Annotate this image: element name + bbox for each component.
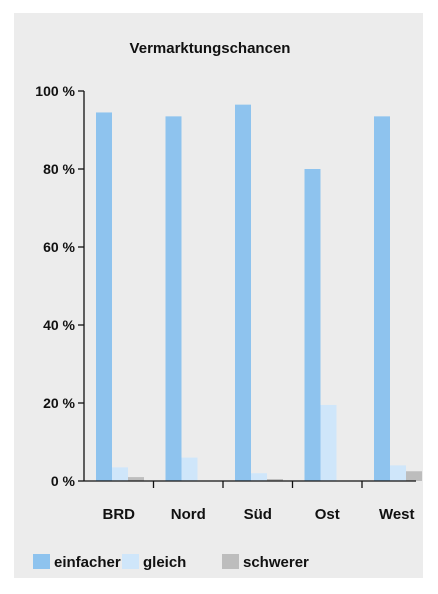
x-tick-label: Süd	[244, 506, 272, 523]
bar-gleich-Süd	[251, 473, 267, 481]
legend-swatch-schwerer	[222, 554, 239, 569]
bar-einfacher-Süd	[235, 104, 251, 482]
bar-chart: Vermarktungschancen 0 % 20 % 40 % 60 % 80 % 1…	[33, 40, 422, 571]
legend-label-einfacher: einfacher	[54, 554, 121, 571]
y-tick-label: 40 %	[43, 317, 75, 333]
y-tick-label: 100 %	[35, 83, 75, 99]
chart-title: Vermarktungschancen	[130, 40, 291, 57]
bar-schwerer-West	[406, 471, 422, 481]
bars	[96, 104, 422, 482]
y-tick-label: 20 %	[43, 395, 75, 411]
bar-einfacher-Nord	[165, 116, 182, 481]
y-tick-label: 0 %	[51, 473, 76, 489]
legend-swatch-einfacher	[33, 554, 50, 569]
chart-panel: Vermarktungschancen 0 % 20 % 40 % 60 % 80 % 1…	[14, 13, 423, 578]
x-tick-label: BRD	[103, 506, 136, 523]
y-tick-label: 60 %	[43, 239, 75, 255]
bar-einfacher-BRD	[96, 112, 112, 481]
bar-gleich-BRD	[112, 467, 128, 481]
bar-schwerer-BRD	[128, 477, 144, 481]
bar-einfacher-Ost	[304, 169, 321, 481]
y-axis: 0 % 20 % 40 % 60 % 80 % 100 %	[35, 83, 85, 489]
x-tick-label: Ost	[315, 506, 340, 523]
y-tick-label: 80 %	[43, 161, 75, 177]
bar-schwerer-Süd	[267, 479, 283, 481]
legend: einfacher gleich schwerer	[33, 554, 309, 571]
bar-gleich-Nord	[181, 457, 198, 481]
legend-swatch-gleich	[122, 554, 139, 569]
bar-gleich-Ost	[320, 404, 337, 481]
bar-gleich-West	[390, 465, 406, 481]
x-tick-label: West	[379, 506, 415, 523]
legend-label-schwerer: schwerer	[243, 554, 309, 571]
x-tick-label: Nord	[171, 506, 206, 523]
legend-label-gleich: gleich	[143, 554, 186, 571]
x-axis: BRD Nord Süd Ost West	[84, 480, 416, 523]
bar-einfacher-West	[374, 116, 390, 481]
